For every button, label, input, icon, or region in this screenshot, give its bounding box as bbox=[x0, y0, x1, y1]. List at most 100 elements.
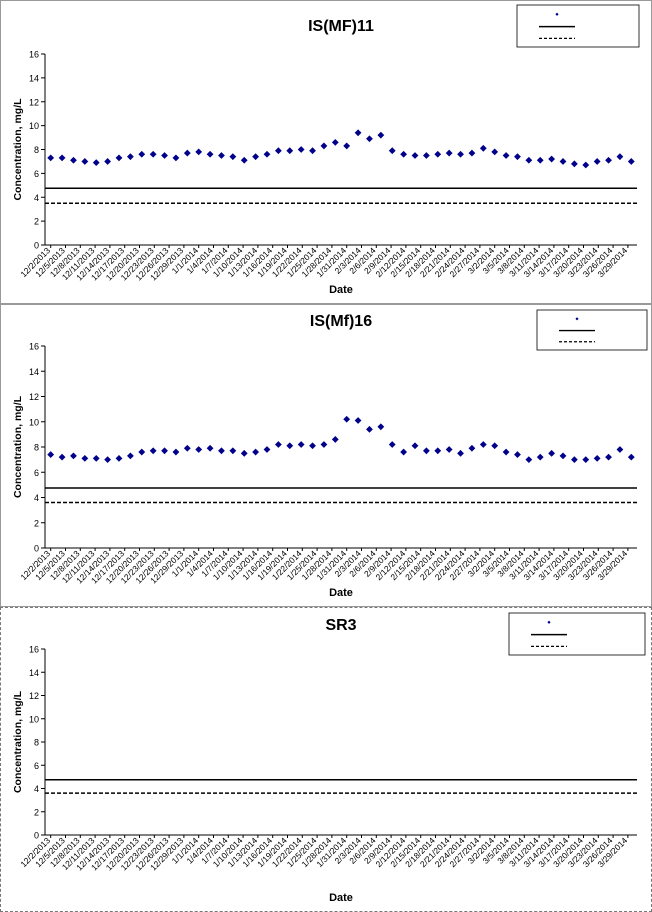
data-point bbox=[457, 449, 464, 457]
data-point bbox=[354, 417, 362, 424]
data-point bbox=[400, 448, 408, 456]
data-point bbox=[172, 448, 180, 456]
y-tick-label: 6 bbox=[34, 169, 39, 179]
data-point bbox=[514, 153, 521, 161]
data-point bbox=[297, 441, 305, 448]
data-point bbox=[593, 158, 601, 165]
data-point bbox=[605, 453, 612, 461]
y-axis-label: Concentration, mg/L bbox=[12, 98, 24, 201]
y-tick-label: 4 bbox=[34, 193, 39, 203]
data-point bbox=[445, 446, 453, 453]
data-point bbox=[320, 441, 328, 448]
data-point bbox=[627, 453, 635, 461]
y-tick-label: 10 bbox=[29, 714, 39, 724]
data-point bbox=[331, 436, 339, 443]
data-point bbox=[354, 129, 362, 137]
data-point bbox=[309, 147, 316, 155]
data-point bbox=[536, 156, 544, 164]
data-point bbox=[309, 442, 316, 450]
y-tick-label: 0 bbox=[34, 544, 39, 554]
data-point bbox=[593, 454, 601, 462]
legend-box bbox=[508, 612, 646, 656]
data-point bbox=[218, 447, 225, 455]
data-point bbox=[400, 150, 408, 158]
chart-title: SR3 bbox=[325, 617, 356, 634]
data-point bbox=[468, 444, 476, 452]
data-point bbox=[559, 452, 567, 460]
data-point bbox=[206, 444, 214, 452]
y-tick-label: 0 bbox=[34, 831, 39, 841]
y-tick-label: 10 bbox=[29, 121, 39, 131]
legend-marker-symbol bbox=[547, 620, 551, 624]
data-point bbox=[582, 456, 590, 464]
data-point bbox=[240, 156, 248, 164]
data-point bbox=[377, 131, 385, 139]
data-point bbox=[240, 449, 248, 457]
data-point bbox=[627, 158, 635, 165]
data-point bbox=[252, 153, 260, 161]
data-point bbox=[195, 148, 203, 156]
data-point bbox=[104, 158, 112, 165]
data-point bbox=[377, 423, 385, 431]
chart-panel-3: SR3 0 2 4 6 8 10 12 14 16 Concentration, mg/L 12/2/… bbox=[0, 607, 652, 912]
data-point bbox=[263, 446, 271, 453]
chart-panel-2: IS(Mf)16 0 2 4 6 8 10 12 14 16 Concentration, mg/L… bbox=[0, 304, 652, 607]
data-point bbox=[206, 150, 214, 158]
data-point bbox=[47, 154, 55, 162]
data-point bbox=[536, 453, 544, 461]
data-point bbox=[47, 451, 55, 458]
y-tick-label: 6 bbox=[34, 761, 39, 771]
data-point bbox=[172, 154, 180, 162]
data-point bbox=[58, 154, 66, 162]
y-tick-label: 16 bbox=[29, 645, 39, 655]
data-point bbox=[195, 446, 203, 453]
y-axis-label: Concentration, mg/L bbox=[12, 690, 24, 793]
y-tick-label: 2 bbox=[34, 518, 39, 528]
data-point bbox=[616, 153, 624, 161]
data-point bbox=[548, 449, 556, 457]
data-point bbox=[445, 149, 453, 157]
data-point bbox=[81, 158, 89, 165]
data-point bbox=[126, 452, 134, 460]
data-point bbox=[514, 451, 521, 458]
y-tick-label: 2 bbox=[34, 217, 39, 227]
data-point bbox=[491, 148, 499, 156]
data-point bbox=[183, 444, 191, 452]
data-point bbox=[70, 156, 77, 164]
data-point bbox=[570, 160, 578, 168]
y-tick-label: 8 bbox=[34, 443, 39, 453]
data-point bbox=[479, 144, 487, 152]
data-point bbox=[525, 156, 533, 164]
y-tick-label: 12 bbox=[29, 392, 39, 402]
data-point bbox=[297, 146, 305, 153]
data-point bbox=[411, 442, 419, 450]
data-point bbox=[479, 441, 487, 448]
y-axis-label: Concentration, mg/L bbox=[12, 395, 24, 498]
data-point bbox=[548, 155, 556, 163]
chart-title: IS(Mf)16 bbox=[310, 313, 372, 330]
data-point bbox=[274, 441, 282, 448]
y-tick-label: 8 bbox=[34, 145, 39, 155]
data-point bbox=[616, 446, 624, 453]
data-point bbox=[263, 150, 271, 158]
y-tick-label: 4 bbox=[34, 493, 39, 503]
data-point bbox=[149, 150, 157, 158]
chart-svg: IS(Mf)16 0 2 4 6 8 10 12 14 16 Concentration, mg/L… bbox=[12, 309, 648, 599]
data-point bbox=[570, 456, 578, 464]
data-point bbox=[582, 161, 590, 169]
data-point bbox=[115, 454, 123, 462]
data-point bbox=[525, 456, 533, 464]
y-tick-label: 16 bbox=[29, 50, 39, 60]
data-point bbox=[559, 158, 567, 165]
data-point bbox=[457, 150, 464, 158]
y-tick-label: 12 bbox=[29, 97, 39, 107]
data-point bbox=[274, 147, 282, 155]
data-point bbox=[104, 456, 112, 464]
data-point bbox=[434, 447, 442, 455]
y-tick-label: 0 bbox=[34, 241, 39, 251]
data-point bbox=[434, 150, 442, 158]
y-tick-label: 4 bbox=[34, 784, 39, 794]
data-point bbox=[81, 454, 89, 462]
data-point bbox=[502, 448, 510, 456]
